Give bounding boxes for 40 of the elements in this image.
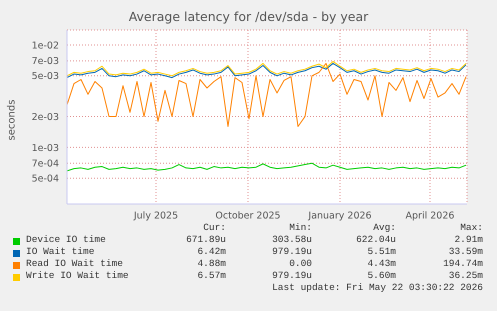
y-tick-label: 1e-03 (32, 142, 59, 154)
text: 5.51m (367, 246, 396, 257)
text: 4.43m (367, 258, 396, 269)
y-tick-label: 2e-03 (32, 112, 59, 123)
text: 671.89u (186, 234, 226, 245)
text: 0.00 (289, 258, 312, 269)
x-tick-label: July 2025 (132, 210, 178, 222)
y-axis-title: seconds (6, 100, 18, 140)
chart-title: Average latency for /dev/sda - by year (128, 9, 370, 24)
y-tick-label: 7e-04 (32, 158, 59, 170)
text: 2.91m (454, 234, 483, 245)
text: Min: (289, 222, 312, 233)
text: 6.42m (197, 246, 226, 257)
text: 303.58u (272, 234, 312, 245)
text: 6.57m (197, 270, 226, 281)
text: Last update: Fri May 22 03:30:22 2026 (272, 282, 483, 293)
y-tick-label: 5e-03 (32, 71, 59, 82)
text: 622.04u (356, 234, 396, 245)
x-tick-label: April 2026 (406, 210, 454, 222)
text: Cur: (203, 222, 226, 233)
text: Avg: (373, 222, 396, 233)
text: 33.59m (448, 246, 483, 257)
line-series (67, 162, 466, 172)
text: 5.60m (367, 270, 396, 281)
text: Max: (460, 222, 483, 233)
text: 979.19u (272, 246, 312, 257)
line-series (67, 62, 466, 127)
y-tick-label: 5e-04 (32, 174, 59, 185)
legend-label: Read IO Wait time (26, 258, 123, 269)
y-tick-label: 1e-02 (32, 40, 59, 52)
legend-label: IO Wait time (26, 246, 94, 257)
x-tick-label: January 2026 (307, 210, 372, 222)
x-tick-label: October 2025 (215, 210, 281, 222)
text: 36.25m (448, 270, 483, 281)
y-tick-label: 7e-03 (32, 56, 59, 68)
text: 4.88m (197, 258, 226, 269)
text: 194.74m (443, 258, 483, 269)
legend-label: Write IO Wait time (26, 270, 129, 281)
text: 979.19u (272, 270, 312, 281)
legend-label: Device IO time (26, 234, 106, 245)
